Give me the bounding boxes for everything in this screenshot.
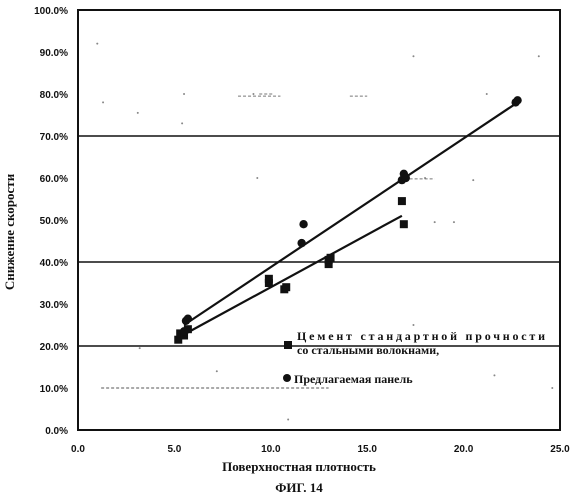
scan-speckle (183, 93, 185, 95)
scan-speckle (256, 177, 258, 179)
scan-speckle (486, 93, 488, 95)
y-tick-label: 60.0% (40, 174, 68, 185)
y-axis-title: Снижение скорости (2, 173, 17, 290)
scan-speckle (551, 387, 553, 389)
horizontal-gridlines (78, 136, 560, 346)
y-tick-label: 40.0% (40, 258, 68, 269)
legend-label-steel-fiber-line1: Цемент стандартной прочности (297, 329, 545, 343)
y-tick-label: 10.0% (40, 384, 68, 395)
x-tick-label: 25.0 (550, 444, 570, 455)
scan-speckle (434, 221, 436, 223)
data-point-circle (513, 96, 521, 104)
y-tick-label: 70.0% (40, 132, 68, 143)
scan-speckle (216, 370, 218, 372)
legend-label-proposed-panel: Предлагаемая панель (294, 372, 413, 386)
figure-label: ФИГ. 14 (275, 480, 323, 495)
scan-speckle (137, 112, 139, 114)
legend-marker-circle (283, 374, 291, 382)
data-point-square (282, 283, 290, 291)
trend-line (178, 216, 402, 338)
x-axis-tick-labels: 0.0 5.0 10.0 15.0 20.0 25.0 (71, 444, 570, 455)
legend-marker-square (284, 341, 292, 349)
y-axis-tick-labels: 0.0% 10.0% 20.0% 30.0% 40.0% 50.0% 60.0% 70.0% 8… (34, 6, 68, 437)
scan-speckles (88, 43, 554, 421)
legend-label-steel-fiber-line2: со стальными волокнами, (297, 343, 439, 357)
scan-speckle (472, 179, 474, 181)
scan-speckle (493, 374, 495, 376)
x-tick-label: 20.0 (454, 444, 474, 455)
scan-speckle (538, 55, 540, 57)
scan-speckle (412, 55, 414, 57)
data-point-square (400, 220, 408, 228)
scan-speckle (181, 122, 183, 124)
scan-speckle (252, 93, 254, 95)
y-tick-label: 100.0% (34, 6, 68, 17)
y-tick-label: 20.0% (40, 342, 68, 353)
scan-speckle (102, 101, 104, 103)
x-tick-label: 15.0 (357, 444, 377, 455)
data-point-square (265, 275, 273, 283)
trend-lines (178, 102, 517, 337)
data-point-circle (180, 327, 188, 335)
scan-speckle (287, 419, 289, 421)
y-tick-label: 80.0% (40, 90, 68, 101)
y-tick-label: 0.0% (45, 426, 68, 437)
scan-speckle (139, 347, 141, 349)
x-tick-label: 0.0 (71, 444, 85, 455)
scan-speckle (453, 221, 455, 223)
data-point-square (327, 254, 335, 262)
scan-speckle (412, 324, 414, 326)
data-point-circle (299, 220, 307, 228)
data-point-circle (297, 239, 305, 247)
data-point-square (398, 197, 406, 205)
data-point-circle (184, 315, 192, 323)
legend: Цемент стандартной прочности со стальным… (283, 329, 545, 386)
x-tick-label: 10.0 (261, 444, 281, 455)
y-tick-label: 50.0% (40, 216, 68, 227)
y-tick-label: 30.0% (40, 300, 68, 311)
scan-speckle (96, 43, 98, 45)
data-point-circle (402, 174, 410, 182)
x-axis-title: Поверхностная плотность (222, 459, 376, 474)
plot-area-frame (78, 10, 560, 430)
x-tick-label: 5.0 (167, 444, 181, 455)
y-tick-label: 90.0% (40, 48, 68, 59)
